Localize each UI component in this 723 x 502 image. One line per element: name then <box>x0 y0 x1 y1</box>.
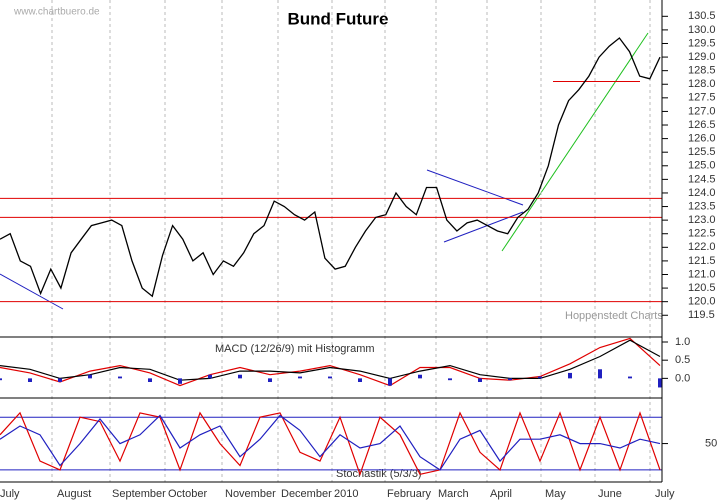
x-tick-label: March <box>438 488 469 500</box>
series-line <box>0 337 661 387</box>
y-tick-label: 0.0 <box>675 372 690 384</box>
y-tick-label: 129.0 <box>688 51 716 63</box>
histogram-bar <box>178 378 182 384</box>
series-line <box>0 37 661 298</box>
x-tick-label: June <box>598 488 622 500</box>
y-tick-label: 126.5 <box>688 119 716 131</box>
x-tick-label: September <box>112 488 166 500</box>
y-tick-label: 123.0 <box>688 214 716 226</box>
x-tick-label: May <box>545 488 566 500</box>
x-tick-label: November <box>225 488 276 500</box>
histogram-bar <box>208 374 212 379</box>
y-tick-label: 125.0 <box>688 160 716 172</box>
trendline <box>0 273 64 310</box>
x-tick-label: April <box>490 488 512 500</box>
y-tick-label: 127.0 <box>688 105 716 117</box>
y-tick-label: 122.0 <box>688 241 716 253</box>
histogram-bar <box>478 378 482 382</box>
histogram-bar <box>88 374 92 379</box>
y-tick-label: 130.5 <box>688 10 716 22</box>
histogram-bar <box>328 376 332 379</box>
chart-title: Bund Future <box>287 9 388 28</box>
watermark: www.chartbuero.de <box>13 7 100 18</box>
histogram-bar <box>508 378 512 381</box>
histogram-bar <box>0 378 2 381</box>
histogram-bar <box>298 376 302 379</box>
x-tick-label: July <box>0 488 20 500</box>
y-tick-label: 119.5 <box>688 309 715 321</box>
histogram-bar <box>388 378 392 386</box>
trendline <box>426 169 524 206</box>
histogram-bar <box>598 369 602 379</box>
histogram-bar <box>418 374 422 379</box>
histogram-bar <box>268 378 272 382</box>
histogram-bar <box>448 378 452 381</box>
histogram-bar <box>148 378 152 382</box>
y-tick-label: 126.0 <box>688 133 716 145</box>
histogram-bar <box>58 378 62 382</box>
y-tick-label: 50 <box>705 437 717 449</box>
x-tick-label: August <box>57 488 91 500</box>
histogram-bar <box>568 372 572 379</box>
histogram-bar <box>538 376 542 379</box>
y-tick-label: 130.0 <box>688 24 716 36</box>
y-tick-label: 0.5 <box>675 354 690 366</box>
y-tick-label: 125.5 <box>688 146 716 158</box>
y-tick-label: 129.5 <box>688 37 716 49</box>
y-tick-label: 124.0 <box>688 187 716 199</box>
y-tick-label: 120.5 <box>688 282 716 294</box>
source: Hoppenstedt Charts <box>565 310 663 322</box>
histogram-bar <box>238 374 242 379</box>
y-tick-label: 123.5 <box>688 200 716 212</box>
y-tick-label: 121.0 <box>688 268 716 280</box>
x-tick-label: October <box>168 488 207 500</box>
series-line <box>0 339 661 381</box>
x-tick-label: December <box>281 488 332 500</box>
y-tick-label: 124.5 <box>688 173 716 185</box>
y-tick-label: 127.5 <box>688 92 716 104</box>
x-tick-label: 2010 <box>334 488 358 500</box>
histogram-bar <box>118 376 122 379</box>
stoch-title: Stochastik (5/3/3) <box>336 468 422 480</box>
y-tick-label: 128.5 <box>688 65 716 77</box>
trendline <box>501 32 649 252</box>
macd-title: MACD (12/26/9) mit Histogramm <box>215 343 375 355</box>
y-tick-label: 128.0 <box>688 78 716 90</box>
histogram-bar <box>28 378 32 382</box>
y-tick-label: 121.5 <box>688 255 716 267</box>
histogram-bar <box>658 378 662 388</box>
x-tick-label: February <box>387 488 432 500</box>
y-tick-label: 122.5 <box>688 228 716 240</box>
series-line <box>0 414 661 471</box>
x-tick-label: July <box>655 488 675 500</box>
y-tick-label: 120.0 <box>688 296 716 308</box>
histogram-bar <box>358 378 362 382</box>
histogram-bar <box>628 376 632 379</box>
y-tick-label: 1.0 <box>675 336 690 348</box>
